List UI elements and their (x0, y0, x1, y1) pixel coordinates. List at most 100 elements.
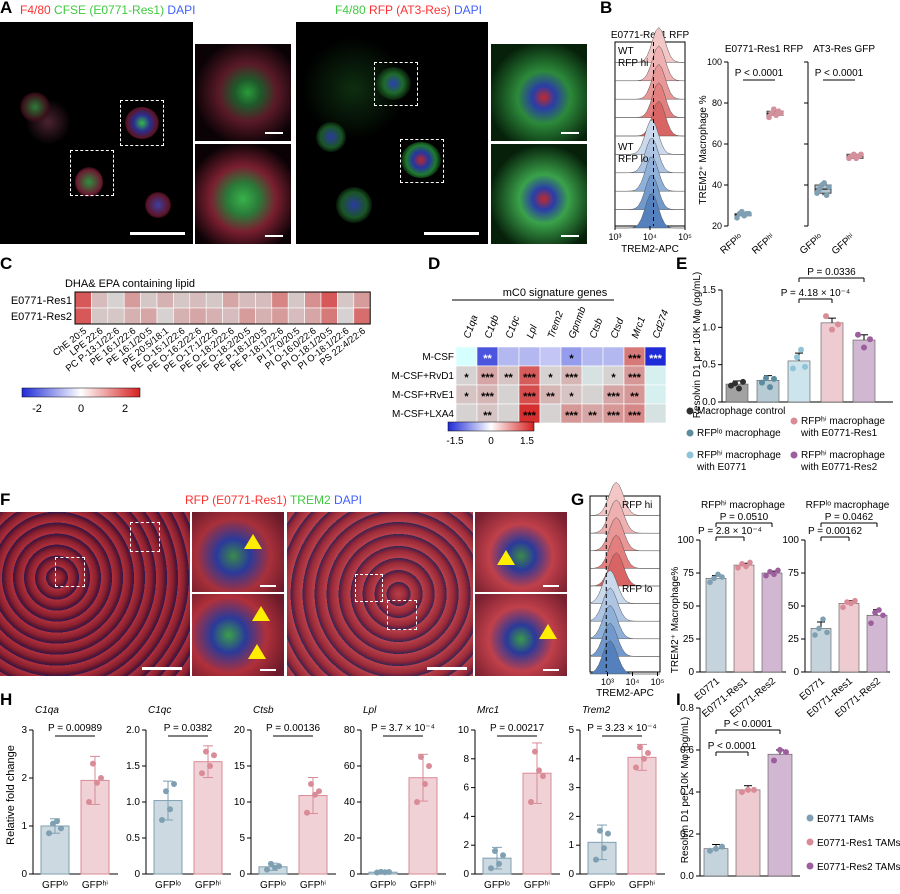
heatmap-frame (74, 291, 371, 325)
panel-letter-i: I (676, 690, 681, 709)
zoom-box (130, 522, 160, 552)
histogram-label: RFP lo (622, 584, 653, 595)
tick-label: 0.6 (680, 745, 694, 756)
tick-label: 0.8 (680, 703, 694, 714)
zoom-box (374, 62, 418, 106)
data-point (783, 749, 789, 756)
data-point (746, 210, 752, 217)
tick-label: GFPˡᵒ (260, 880, 286, 891)
data-point (816, 186, 823, 192)
data-point (386, 869, 392, 876)
significance-stars: *** (565, 410, 579, 422)
heatmap-cell (644, 384, 667, 405)
heatmap-cell (644, 403, 667, 424)
panel-a-right-zoom-bottom (491, 144, 587, 244)
tick-label: 10 (234, 797, 246, 808)
data-point (268, 860, 274, 867)
tick-label: 10³ (608, 232, 621, 242)
data-point (790, 365, 796, 372)
heatmap-cell (271, 291, 289, 309)
bar (40, 825, 70, 875)
p-value-label: P = 2.8 × 10⁻⁴ (698, 526, 762, 537)
p-value-label: P = 4.18 × 10⁻⁴ (781, 288, 850, 299)
bar (820, 322, 844, 403)
data-point (167, 806, 173, 813)
tick-label: 1.0 (702, 322, 716, 333)
cell-cluster (376, 67, 411, 100)
heatmap-cell (581, 346, 604, 367)
data-point (58, 825, 64, 832)
tick-label: 20 (234, 725, 246, 736)
heatmap-cell (238, 307, 256, 325)
heatmap-cell (74, 291, 92, 309)
panel-letter-d: D (428, 254, 441, 273)
data-point (739, 789, 745, 795)
tick-label: 20 (712, 221, 722, 231)
panel-d-heatmap: mC0 signature genes C1qa C1qb C1qc Lpl Trem2 G… (391, 287, 671, 447)
heatmap-cell (107, 291, 125, 309)
data-point (707, 579, 713, 586)
histogram-trace (615, 27, 685, 63)
plot-title: RFPʰⁱ macrophage (701, 500, 785, 511)
p-value-label: P < 0.0001 (735, 68, 784, 79)
axis-label: Relative fold change (5, 745, 17, 845)
heatmap-cell (123, 291, 141, 309)
data-point (763, 375, 769, 382)
tick-label: 10⁵ (678, 232, 692, 242)
data-point (540, 773, 546, 780)
data-point (496, 860, 502, 867)
color-scale-tick: 0 (78, 403, 84, 415)
data-point (203, 748, 209, 755)
tick-label: 5 (239, 833, 245, 844)
heatmap-cell (222, 291, 240, 309)
tick-label: 60 (712, 139, 722, 149)
tick-label: GFPˡᵒ (484, 880, 510, 891)
row-label: E0771-Res2 (11, 311, 72, 323)
data-point (766, 114, 772, 121)
legend-marker (806, 814, 814, 822)
heatmap-cell (255, 307, 273, 325)
tick-label: GFPˡᵒ (798, 232, 825, 257)
gene-label: Cd274 (651, 308, 672, 340)
data-point (711, 575, 717, 582)
panel-letter-f: F (0, 490, 11, 509)
legend-marker (686, 451, 694, 459)
data-point (778, 110, 784, 117)
axis-label: TREM2⁺ Macrophage% (670, 567, 681, 674)
panel-letter-g: G (571, 490, 585, 509)
heatmap-cell (320, 291, 338, 309)
tick-label: GFPˡᵒ (42, 880, 68, 891)
tick-label: 10⁴ (626, 677, 640, 687)
p-value-label: P < 0.0001 (724, 719, 773, 730)
tick-label: GFPʰⁱ (524, 880, 550, 891)
panel-f-left-zoom-top (192, 512, 284, 592)
p-value-label: P < 0.0001 (815, 68, 864, 79)
data-point (852, 597, 858, 604)
tick-label: GFPʰⁱ (300, 880, 326, 891)
heatmap-cell (287, 291, 305, 309)
tick-label: GFPʰⁱ (82, 880, 108, 891)
data-point (735, 564, 741, 571)
data-point (199, 770, 205, 777)
panel-f-right-zoom-top (475, 512, 567, 592)
tick-label: 2 (568, 811, 574, 822)
histogram-trace (589, 499, 660, 534)
p-value-label: P = 3.23 × 10⁻⁴ (587, 723, 656, 734)
data-point (94, 779, 100, 786)
histogram-label: RFP hi (618, 58, 648, 69)
data-point (872, 609, 878, 616)
data-point (736, 385, 742, 392)
significance-stars: * (611, 372, 616, 384)
heatmap-cell (123, 307, 141, 325)
tick-label: GFPˡᵒ (370, 880, 396, 891)
significance-stars: *** (628, 372, 642, 384)
tick-label: 0.5 (702, 360, 716, 371)
channel-label: DAPI (453, 3, 482, 17)
data-point (768, 110, 775, 117)
gene-label: Ctsd (609, 317, 627, 340)
significance-stars: * (464, 391, 469, 403)
data-point (814, 190, 820, 196)
heatmap-cell (539, 346, 562, 367)
panel-c-heatmap: DHA& EPA containing lipid E0771-Res1 E0771… (11, 278, 371, 415)
heatmap-cell (140, 291, 158, 309)
